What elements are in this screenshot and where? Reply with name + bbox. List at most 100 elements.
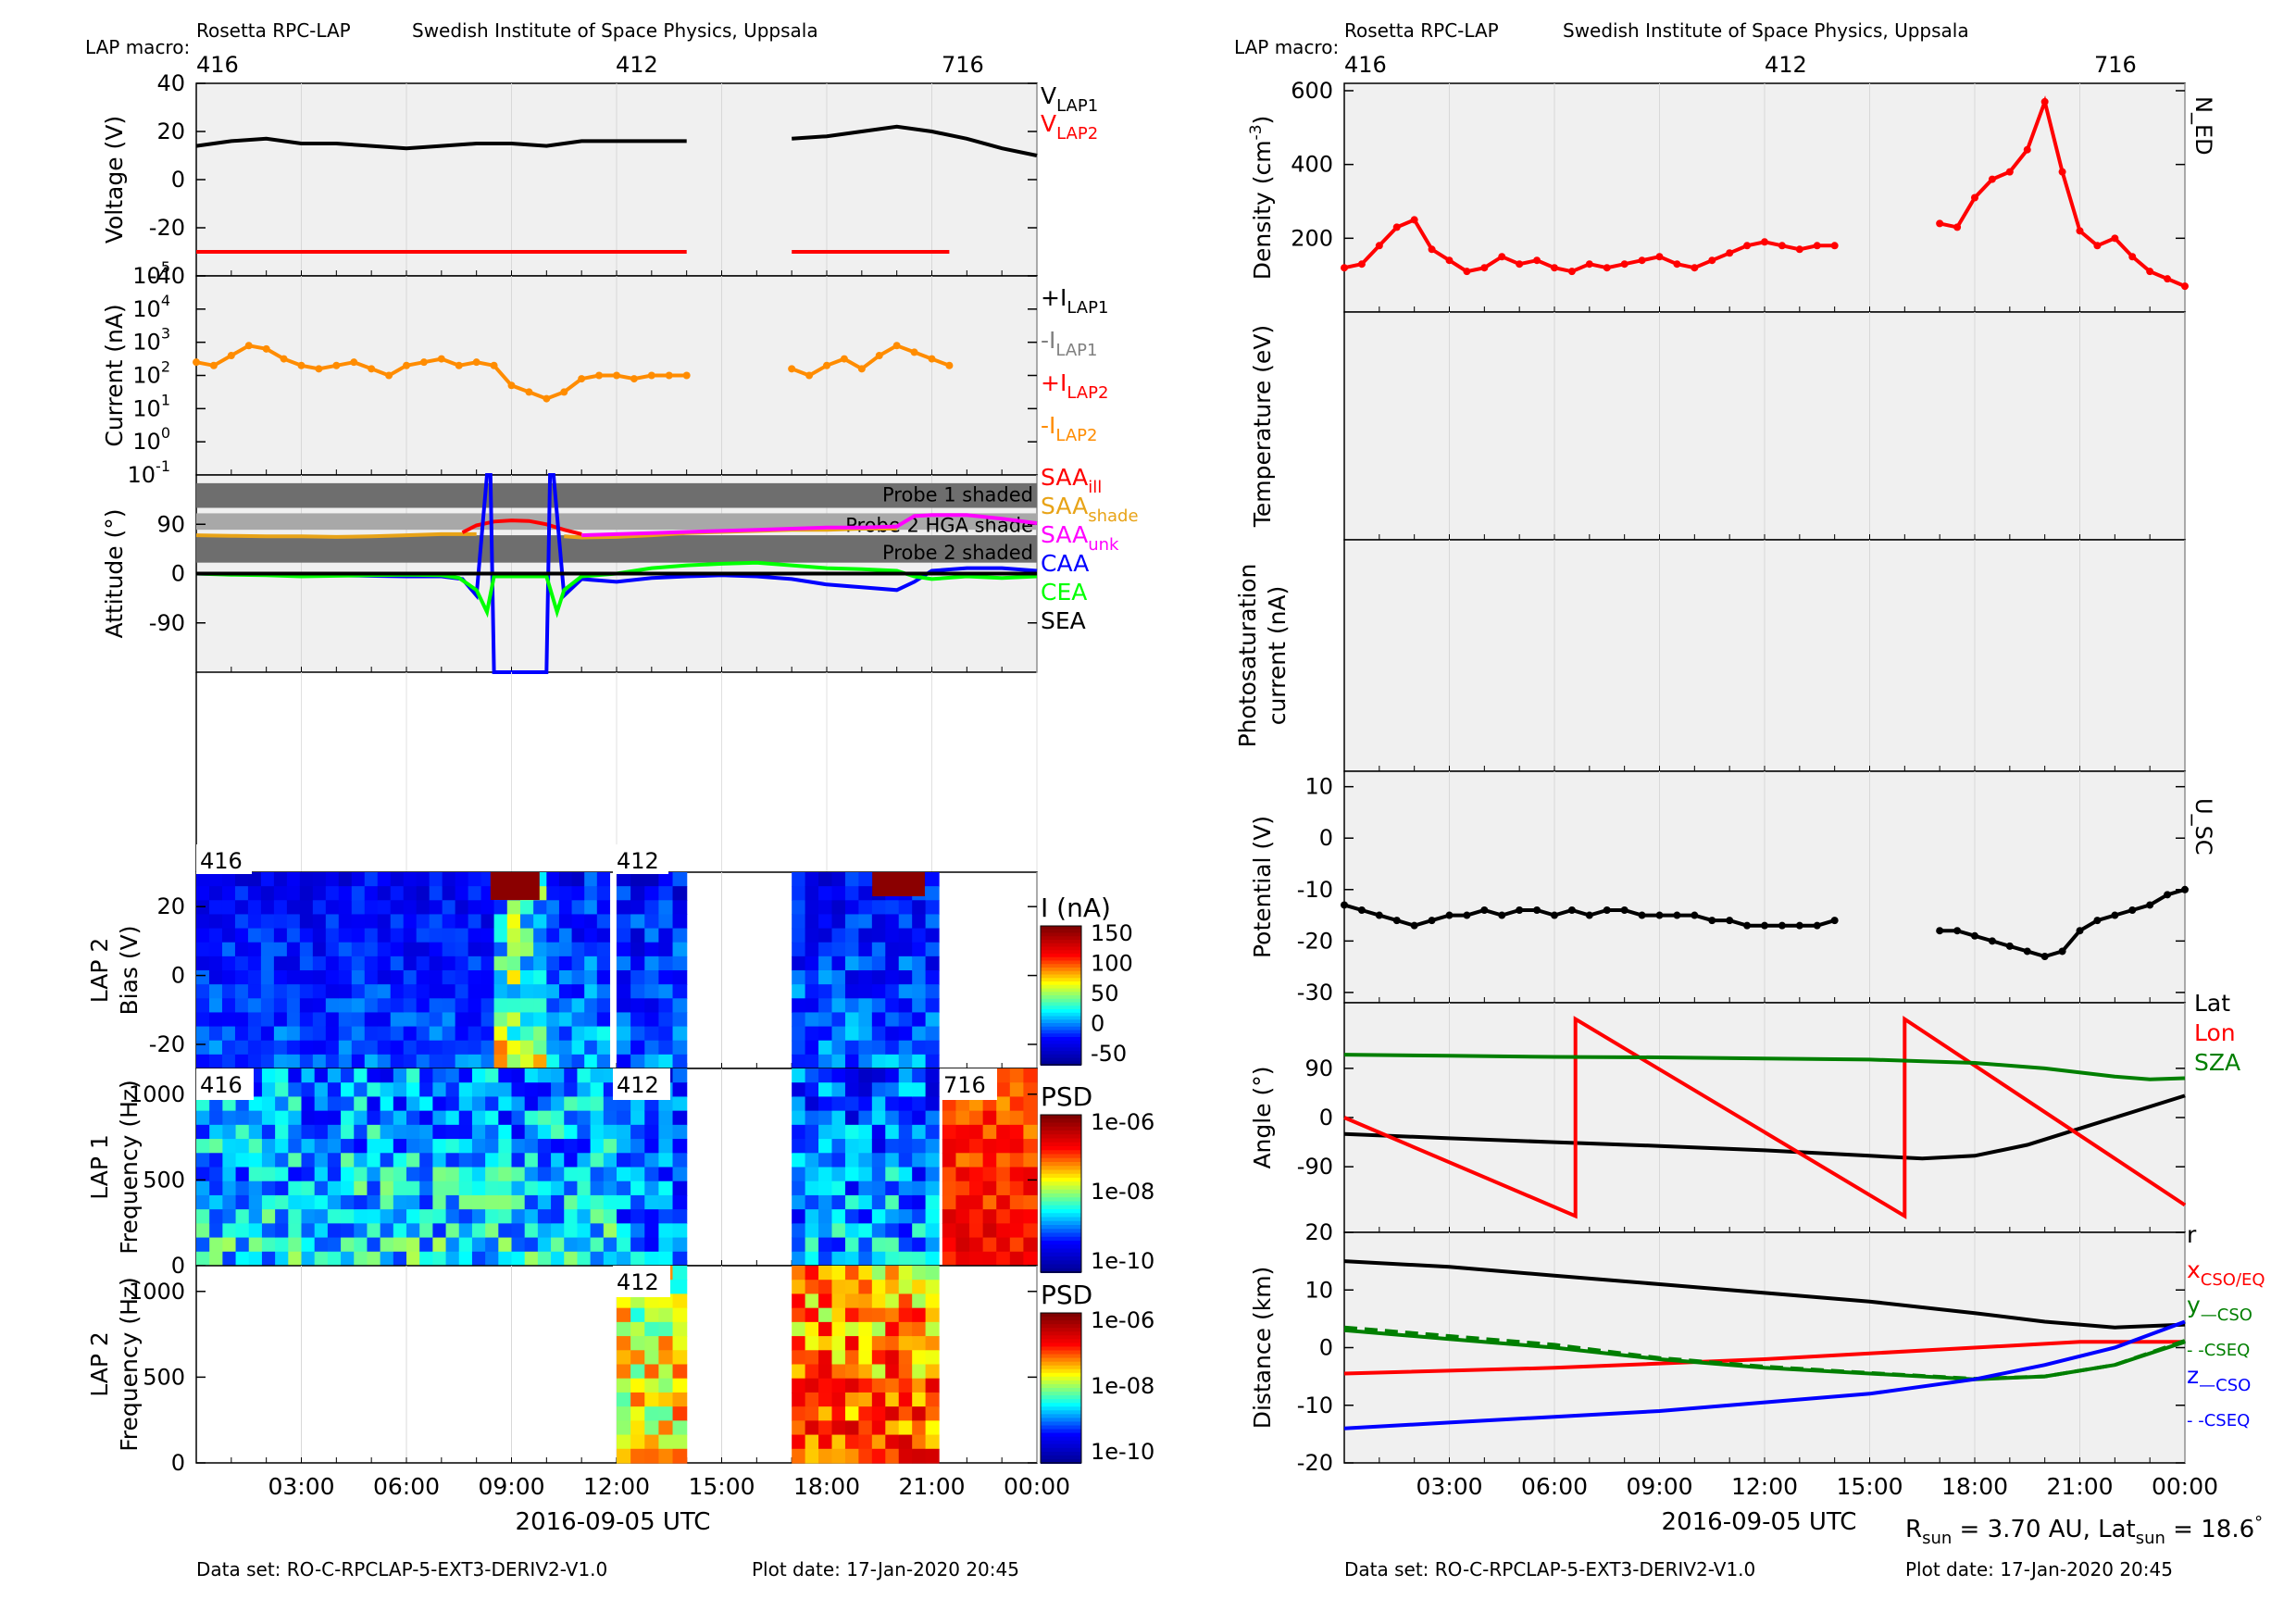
bias-heatmap-cell bbox=[519, 914, 534, 930]
lap1-psd-heatmap-cell bbox=[445, 1068, 460, 1083]
bias-heatmap-cell bbox=[858, 914, 873, 930]
lap1-psd-heatmap-cell bbox=[858, 1153, 873, 1168]
bias-heatmap-cell bbox=[429, 914, 443, 930]
lap1-psd-heatmap-cell bbox=[1009, 1237, 1025, 1253]
bias-heatmap-cell bbox=[273, 1040, 288, 1056]
lap1-psd-heatmap-cell bbox=[658, 1110, 674, 1126]
lap1-psd-heatmap-cell bbox=[969, 1251, 984, 1267]
lap1-psd-heatmap-cell bbox=[912, 1181, 927, 1196]
lap1-psd-heatmap-cell bbox=[419, 1194, 433, 1210]
lap1-psd-heatmap-cell bbox=[982, 1209, 997, 1224]
lap1psd-ylabel: Frequency (Hz) bbox=[116, 1080, 143, 1255]
bias-heatmap-cell bbox=[805, 998, 819, 1014]
lap1-psd-heatmap-cell bbox=[658, 1209, 674, 1224]
lap2-psd-heatmap-cell bbox=[672, 1420, 688, 1436]
lap1-psd-heatmap-cell bbox=[1009, 1082, 1025, 1098]
bias-heatmap-cell bbox=[871, 928, 886, 943]
lap1psd-colorbar-cell bbox=[1041, 1252, 1081, 1257]
bias-heatmap-cell bbox=[403, 872, 418, 887]
lap1psd-colorbar-cell bbox=[1041, 1142, 1081, 1147]
lap1-psd-heatmap-cell bbox=[222, 1237, 237, 1253]
lap1-psd-heatmap-cell bbox=[590, 1181, 605, 1196]
bias-heatmap-cell bbox=[429, 984, 443, 999]
voltage-ytick-label: 0 bbox=[171, 167, 185, 193]
lap1-psd-heatmap-cell bbox=[367, 1082, 381, 1098]
bias-heatmap-cell bbox=[546, 886, 560, 901]
lap2-psd-heatmap-cell bbox=[885, 1448, 900, 1464]
lap1-psd-heatmap-cell bbox=[288, 1237, 303, 1253]
lap1-psd-heatmap-cell bbox=[818, 1194, 833, 1210]
lap2-psd-heatmap-cell bbox=[617, 1378, 631, 1393]
lap1-psd-heatmap-cell bbox=[432, 1153, 447, 1168]
bias-heatmap-cell bbox=[480, 970, 495, 985]
bias-heatmap-cell bbox=[442, 1012, 456, 1028]
lap2-psd-heatmap-cell bbox=[925, 1336, 940, 1351]
lap2-psd-heatmap-cell bbox=[871, 1266, 886, 1280]
bias-heatmap-cell bbox=[792, 928, 806, 943]
bias-heatmap-cell bbox=[416, 1026, 430, 1042]
bias-heatmap-cell bbox=[299, 886, 314, 901]
lap1psd-colorbar-cell bbox=[1041, 1157, 1081, 1163]
voltage-ytick-label: 20 bbox=[156, 119, 185, 144]
lap1-psd-heatmap-cell bbox=[511, 1223, 526, 1239]
lap1-psd-heatmap-cell bbox=[471, 1237, 486, 1253]
lap2-psd-heatmap-cell bbox=[858, 1350, 873, 1366]
bias-heatmap-cell bbox=[247, 872, 262, 887]
bias-heatmap-cell bbox=[925, 970, 940, 985]
bias-heatmap-cell bbox=[299, 984, 314, 999]
lap2-psd-heatmap-cell bbox=[925, 1448, 940, 1464]
lap1-psd-heatmap-cell bbox=[209, 1251, 223, 1267]
lap1psd-colorbar-tick: 1e-10 bbox=[1091, 1248, 1154, 1274]
lap1-psd-heatmap-cell bbox=[537, 1237, 552, 1253]
lap1-psd-heatmap-cell bbox=[590, 1194, 605, 1210]
bias-colorbar-cell bbox=[1041, 1043, 1081, 1049]
bias-heatmap-cell bbox=[912, 1054, 927, 1069]
lap1-psd-heatmap-cell bbox=[498, 1237, 513, 1253]
lap2-psd-heatmap-cell bbox=[658, 1321, 674, 1337]
lap2psd-colorbar-cell bbox=[1041, 1410, 1081, 1416]
lap1-psd-heatmap-cell bbox=[912, 1124, 927, 1140]
lap1-psd-heatmap-cell bbox=[327, 1194, 342, 1210]
lap1-psd-heatmap-cell bbox=[603, 1167, 618, 1182]
bias-heatmap-cell bbox=[234, 1040, 249, 1056]
lap1-psd-heatmap-cell bbox=[644, 1194, 659, 1210]
lap1-psd-heatmap-cell bbox=[485, 1110, 499, 1126]
bias-heatmap-cell bbox=[286, 984, 301, 999]
bias-heatmap-cell bbox=[546, 970, 560, 985]
angle-legend: Lon bbox=[2194, 1019, 2236, 1046]
bias-heatmap-cell bbox=[221, 1054, 236, 1069]
lap2-psd-heatmap-cell bbox=[672, 1392, 688, 1407]
lap1-psd-heatmap-cell bbox=[805, 1153, 819, 1168]
lap2-psd-heatmap-cell bbox=[898, 1350, 913, 1366]
bias-heatmap-cell bbox=[858, 872, 873, 887]
lap1-psd-heatmap-cell bbox=[644, 1209, 659, 1224]
lap1psd-colorbar-cell bbox=[1041, 1118, 1081, 1124]
bias-heatmap-cell bbox=[898, 900, 913, 916]
bias-heatmap-cell bbox=[818, 970, 833, 985]
bias-heatmap-cell bbox=[312, 956, 327, 971]
bias-heatmap-cell bbox=[519, 942, 534, 957]
lap1-psd-heatmap-cell bbox=[248, 1237, 263, 1253]
bias-heatmap-cell bbox=[644, 914, 659, 930]
bias-heatmap-cell bbox=[584, 998, 598, 1014]
lap1-psd-heatmap-cell bbox=[564, 1209, 579, 1224]
bias-heatmap-cell bbox=[617, 872, 631, 887]
bias-heatmap-cell bbox=[871, 942, 886, 957]
lap2-psd-heatmap-cell bbox=[898, 1266, 913, 1280]
bias-heatmap-cell bbox=[429, 970, 443, 985]
lap2-psd-heatmap-cell bbox=[871, 1364, 886, 1380]
bias-heatmap-cell bbox=[493, 942, 508, 957]
bias-heatmap-cell bbox=[247, 1054, 262, 1069]
bias-heatmap-cell bbox=[630, 928, 645, 943]
lap1-psd-heatmap-cell bbox=[831, 1139, 846, 1154]
voltage-ytick-label: -20 bbox=[149, 215, 185, 241]
lap1-psd-heatmap-cell bbox=[432, 1223, 447, 1239]
lap1-psd-heatmap-cell bbox=[982, 1124, 997, 1140]
bias-heatmap-cell bbox=[234, 942, 249, 957]
lap1-psd-heatmap-cell bbox=[288, 1251, 303, 1267]
bias-heatmap-cell bbox=[364, 1026, 379, 1042]
lap2-psd-heatmap-cell bbox=[818, 1448, 833, 1464]
distance-series-x bbox=[1343, 1340, 2185, 1376]
photosaturation-ylabel: current (nA) bbox=[1264, 586, 1291, 726]
lap1-psd-heatmap-cell bbox=[261, 1068, 276, 1083]
